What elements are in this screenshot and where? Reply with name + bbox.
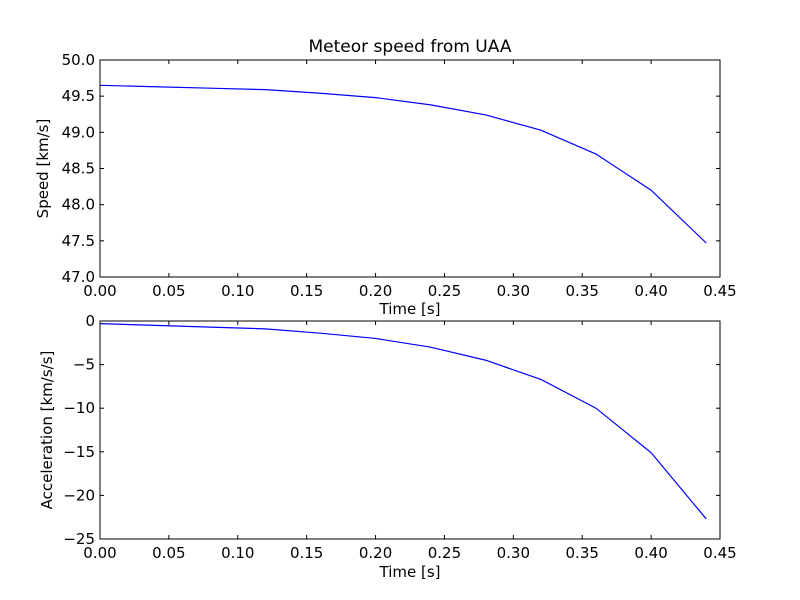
speed-y-tick-label: 47.0 [62,268,95,286]
speed-x-tick-label: 0.10 [221,282,254,300]
speed-y-tick-label: 49.5 [62,87,95,105]
accel-x-tick-label: 0.00 [83,544,116,562]
accel-y-tick-label: −15 [63,443,95,461]
speed-x-tick-label: 0.20 [359,282,392,300]
speed-y-tick-label: 47.5 [62,232,95,250]
accel-x-tick-label: 0.45 [703,544,736,562]
speed-y-tick-label: 49.0 [62,123,95,141]
speed-chart: 0.00 0.05 0.10 0.15 0.20 0.25 0.30 0.35 0.40 0.45… [34,37,737,318]
accel-y-tick-label: −10 [63,399,95,417]
speed-x-tick-label: 0.45 [703,282,736,300]
speed-x-tick-label: 0.15 [290,282,323,300]
accel-plot-frame [99,320,721,540]
speed-x-tick-label: 0.40 [634,282,667,300]
acceleration-chart: 0.00 0.05 0.10 0.15 0.20 0.25 0.30 0.35 0.40 0.45… [38,312,737,581]
speed-y-tick-label: 48.0 [62,196,95,214]
accel-x-tick-label: 0.40 [634,544,667,562]
speed-y-tick-label: 48.5 [62,160,95,178]
accel-x-tick-label: 0.05 [152,544,185,562]
speed-x-axis-label: Time [s] [379,300,441,318]
accel-y-tick-label: −25 [63,530,95,548]
accel-y-tick-label: −5 [73,356,95,374]
accel-x-tick-label: 0.25 [428,544,461,562]
accel-y-axis-label: Acceleration [km/s/s] [38,351,56,510]
accel-x-tick-label: 0.35 [566,544,599,562]
speed-x-tick-label: 0.00 [83,282,116,300]
speed-y-axis-label: Speed [km/s] [34,119,52,219]
accel-series-line [99,323,707,520]
accel-x-tick-label: 0.10 [221,544,254,562]
accel-x-axis-label: Time [s] [379,563,441,581]
accel-x-tick-label: 0.20 [359,544,392,562]
speed-x-tick-label: 0.35 [566,282,599,300]
accel-x-tick-label: 0.30 [497,544,530,562]
speed-y-tick-label: 50.0 [62,51,95,69]
speed-chart-title: Meteor speed from UAA [309,37,512,57]
accel-x-tick-label: 0.15 [290,544,323,562]
accel-y-tick-label: −20 [63,486,95,504]
speed-series-line [99,84,707,244]
accel-y-tick-label: 0 [85,312,95,330]
speed-x-tick-label: 0.30 [497,282,530,300]
speed-x-tick-label: 0.25 [428,282,461,300]
speed-x-tick-label: 0.05 [152,282,185,300]
